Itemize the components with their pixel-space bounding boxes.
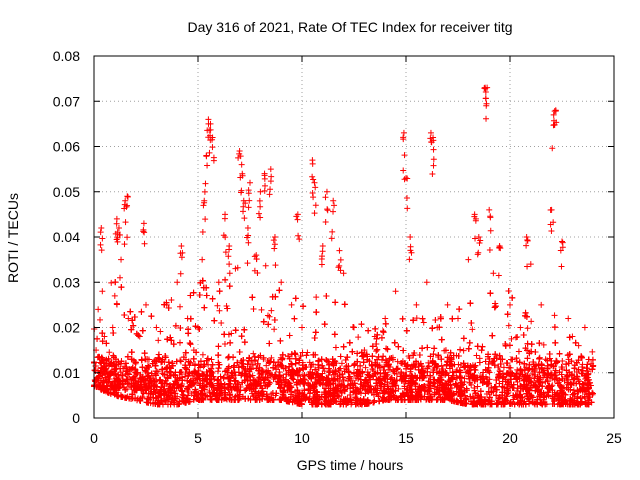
data-point [260, 356, 267, 363]
data-point [373, 348, 380, 355]
data-point [399, 360, 406, 367]
data-point [438, 362, 445, 369]
data-point [214, 302, 221, 309]
data-point [218, 320, 225, 327]
data-point [271, 326, 278, 333]
data-point [536, 354, 543, 361]
data-point [338, 360, 345, 367]
data-point [266, 313, 273, 320]
data-point [216, 307, 223, 314]
data-point [117, 369, 124, 376]
data-point [551, 312, 558, 319]
data-point [413, 315, 420, 322]
data-point [177, 357, 184, 364]
data-point [461, 375, 468, 382]
data-point [250, 350, 257, 357]
data-point [108, 279, 115, 286]
data-point [221, 374, 228, 381]
data-point [589, 389, 596, 396]
data-point [460, 347, 467, 354]
data-point [420, 319, 427, 326]
data-point [131, 373, 138, 380]
data-point [469, 326, 476, 333]
data-point [289, 361, 296, 368]
data-point [528, 318, 535, 325]
data-point [224, 354, 231, 361]
data-point [500, 364, 507, 371]
data-point [214, 368, 221, 375]
data-point [258, 306, 265, 313]
data-point [362, 364, 369, 371]
data-point [524, 325, 531, 332]
data-point [508, 335, 515, 342]
data-point [473, 352, 480, 359]
data-point [268, 307, 275, 314]
data-point [355, 334, 362, 341]
data-point [106, 349, 113, 356]
data-point [97, 316, 104, 323]
data-point [559, 357, 566, 364]
data-point [155, 354, 162, 361]
data-points [91, 84, 597, 408]
data-point [394, 365, 401, 372]
data-point [540, 341, 547, 348]
data-point [262, 262, 269, 269]
data-point [199, 351, 206, 358]
data-point [589, 348, 596, 355]
data-point [263, 362, 270, 369]
data-point [155, 337, 162, 344]
data-point [177, 303, 184, 310]
data-point [299, 349, 306, 356]
data-point [313, 294, 320, 301]
data-point [512, 334, 519, 341]
data-point [168, 296, 175, 303]
data-point [223, 303, 230, 310]
data-point [268, 354, 275, 361]
data-point [394, 358, 401, 365]
data-point [542, 356, 549, 363]
data-point [474, 383, 481, 390]
data-point [157, 328, 164, 335]
data-point [505, 322, 512, 329]
